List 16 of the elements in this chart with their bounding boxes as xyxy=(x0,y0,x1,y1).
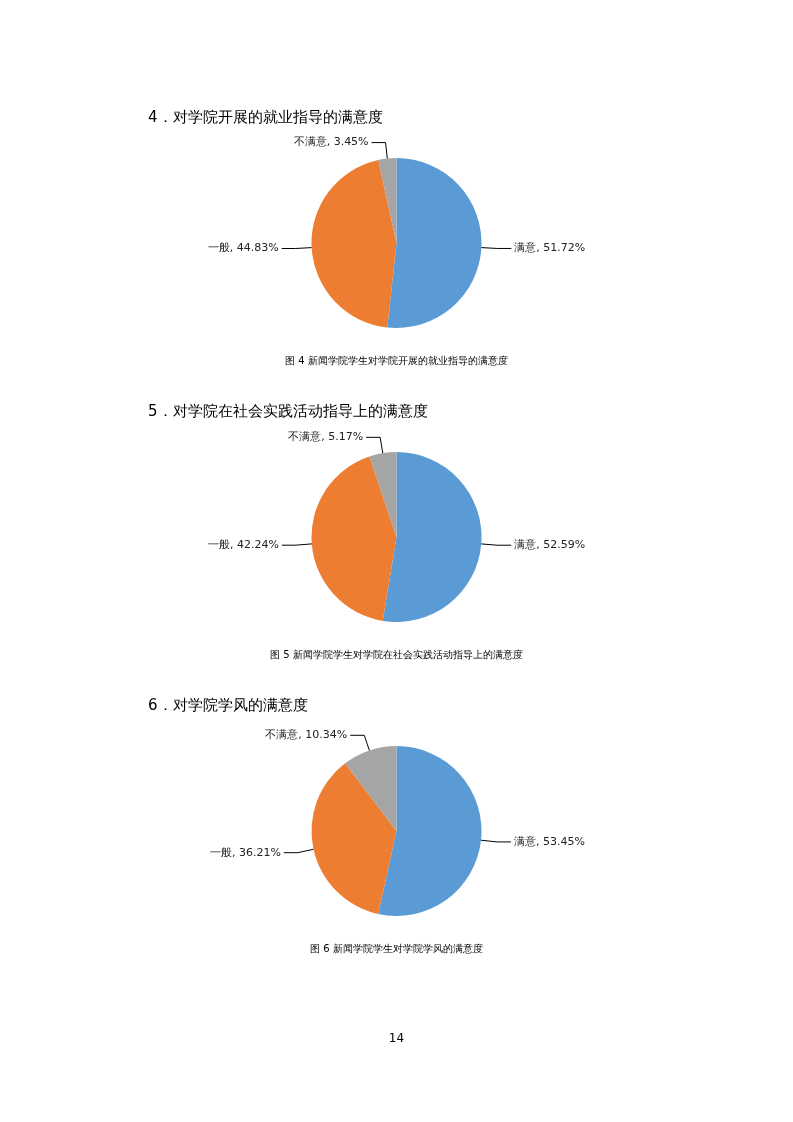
chart-title: 5．对学院在社会实践活动指导上的满意度 xyxy=(148,402,428,421)
slice-label: 一般, 42.24% xyxy=(207,538,279,552)
chart-title: 6．对学院学风的满意度 xyxy=(148,696,308,715)
caption: 图 4 新闻学院学生对学院开展的就业指导的满意度 xyxy=(284,354,509,368)
slice-label: 一般, 44.83% xyxy=(207,241,279,255)
slice-label: 不满意, 3.45% xyxy=(293,135,369,149)
slice-label: 不满意, 10.34% xyxy=(265,728,348,742)
text: 14 xyxy=(387,1031,406,1045)
caption: 图 5 新闻学院学生对学院在社会实践活动指导上的满意度 xyxy=(269,648,524,662)
slice-label: 不满意, 5.17% xyxy=(288,430,364,444)
chart-title: 4．对学院开展的就业指导的满意度 xyxy=(148,108,383,127)
slice-label: 满意, 52.59% xyxy=(514,538,586,552)
caption: 图 6 新闻学院学生对学院学风的满意度 xyxy=(309,942,484,956)
slice-label: 满意, 53.45% xyxy=(513,834,585,848)
slice-label: 满意, 51.72% xyxy=(514,241,586,255)
slice-label: 一般, 36.21% xyxy=(209,845,281,859)
